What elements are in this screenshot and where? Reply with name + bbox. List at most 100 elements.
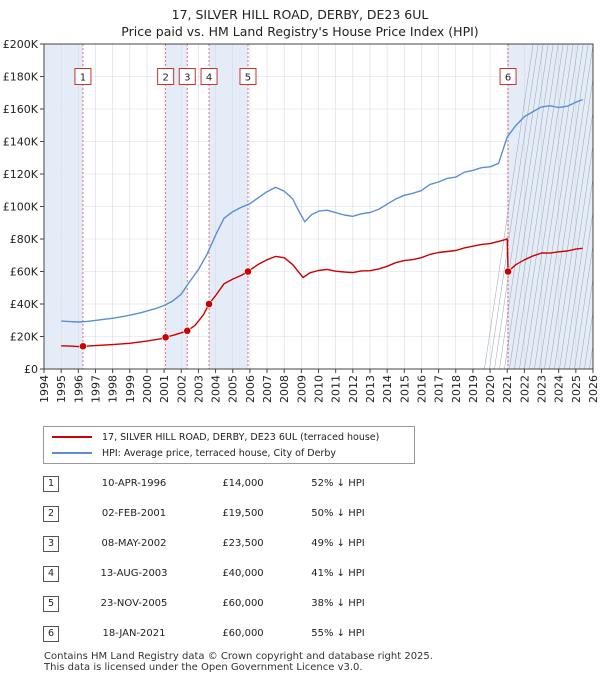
legend-swatch-property <box>52 436 92 438</box>
x-tick-label: 2002 <box>175 375 188 403</box>
x-tick-label: 2018 <box>450 375 463 403</box>
series-lines <box>61 98 583 348</box>
sale-date: 23-NOV-2005 <box>100 598 168 609</box>
legend: 17, SILVER HILL ROAD, DERBY, DE23 6UL (t… <box>43 426 415 464</box>
x-tick-label: 2006 <box>244 375 257 403</box>
y-tick-label: £120K <box>3 168 39 181</box>
hatch-line <box>534 43 584 370</box>
x-tick-label: 2015 <box>398 375 411 403</box>
y-tick-label: £80K <box>10 233 39 246</box>
x-tick-label: 2020 <box>484 375 497 403</box>
x-tick-label: 1997 <box>89 375 102 403</box>
x-tick-label: 2024 <box>553 375 566 403</box>
sale-number-badge: 6 <box>43 626 59 642</box>
y-tick-label: £160K <box>3 103 39 116</box>
sale-point-1 <box>79 342 87 351</box>
y-tick-label: £0 <box>24 363 38 376</box>
chart-subtitle: Price paid vs. HM Land Registry's House … <box>121 24 479 39</box>
sale-number-badge: 5 <box>43 596 59 612</box>
sale-number-badge: 1 <box>43 476 59 492</box>
sale-row: 2 02-FEB-2001 £19,500 50% ↓ HPI <box>43 506 443 524</box>
sale-point-6 <box>504 267 512 276</box>
sale-row: 6 18-JAN-2021 £60,000 55% ↓ HPI <box>43 626 443 644</box>
sale-point-3 <box>183 326 192 335</box>
hatch-line <box>509 43 559 370</box>
x-tick-label: 2009 <box>295 375 308 403</box>
x-tick-label: 2004 <box>210 375 223 403</box>
hatch-line <box>494 43 544 370</box>
sale-price: £60,000 <box>222 598 264 609</box>
x-axis-ticks: 1994 1995 1996 1997 1998 1999 2000 2001 2002 2003… <box>38 369 600 403</box>
x-tick-label: 2001 <box>158 375 171 403</box>
footer-licence: This data is licensed under the Open Gov… <box>44 662 363 673</box>
y-tick-label: £140K <box>3 136 39 149</box>
x-tick-label: 2019 <box>467 375 480 403</box>
sale-point-4 <box>205 300 213 308</box>
price-chart: 1 2 3 4 5 6 £0 £20K £40K £60K £80K £100K £120K £140K… <box>3 38 600 403</box>
x-tick-label: 1995 <box>55 375 68 403</box>
x-tick-label: 2008 <box>278 375 291 403</box>
hatch-line <box>544 43 594 370</box>
sale-row: 1 10-APR-1996 £14,000 52% ↓ HPI <box>43 476 443 494</box>
sale-row: 4 13-AUG-2003 £40,000 41% ↓ HPI <box>43 566 443 584</box>
sale-row: 5 23-NOV-2005 £60,000 38% ↓ HPI <box>43 596 443 614</box>
sale-marker-label-3: 3 <box>184 73 190 84</box>
y-tick-label: £200K <box>3 38 39 51</box>
footer: Contains HM Land Registry data © Crown c… <box>44 651 433 673</box>
sale-marker-box-3 <box>178 68 196 85</box>
footer-copyright: Contains HM Land Registry data © Crown c… <box>44 651 433 662</box>
hatch-line <box>549 43 599 370</box>
x-tick-label: 1996 <box>72 375 85 403</box>
hatch-line <box>524 43 574 370</box>
sale-marker-label-5: 5 <box>245 73 251 84</box>
x-tick-label: 2012 <box>347 375 360 403</box>
x-tick-label: 2000 <box>141 375 154 403</box>
sale-point-2 <box>161 333 170 342</box>
sale-price: £60,000 <box>222 628 264 639</box>
sale-marker-label-2: 2 <box>162 73 168 84</box>
sale-number-badge: 4 <box>43 566 59 582</box>
sale-marker-box-1 <box>74 68 92 85</box>
sale-number-badge: 3 <box>43 536 59 552</box>
x-tick-label: 2005 <box>227 375 240 403</box>
sale-hpi-diff: 50% ↓ HPI <box>311 508 365 519</box>
y-tick-label: £100K <box>3 201 39 214</box>
x-tick-label: 1998 <box>107 375 120 403</box>
sale-hpi-diff: 49% ↓ HPI <box>311 538 365 549</box>
hatch-line <box>579 230 600 370</box>
sale-point-5 <box>244 267 252 276</box>
sale-hpi-diff: 52% ↓ HPI <box>311 478 365 489</box>
sale-marker-box-6 <box>499 68 517 85</box>
hatch-line <box>489 43 539 370</box>
hatch-line <box>519 43 569 370</box>
x-tick-label: 1994 <box>38 375 51 403</box>
hatch-line <box>559 96 600 370</box>
x-tick-label: 2022 <box>518 375 531 403</box>
sale-price: £14,000 <box>222 478 264 489</box>
x-tick-label: 2026 <box>587 375 600 403</box>
sale-price: £40,000 <box>222 568 264 579</box>
hatch-line <box>529 43 579 370</box>
sale-date: 13-AUG-2003 <box>100 568 168 579</box>
hatch-line <box>504 43 554 370</box>
legend-label-property: 17, SILVER HILL ROAD, DERBY, DE23 6UL (t… <box>102 431 380 443</box>
y-axis-ticks: £0 £20K £40K £60K £80K £100K £120K £140K £160K £1… <box>3 38 44 376</box>
future-hatch <box>484 42 600 371</box>
legend-swatch-hpi <box>52 452 92 454</box>
sale-marker-box-5 <box>239 68 257 85</box>
x-tick-label: 2003 <box>192 375 205 403</box>
sale-date: 08-MAY-2002 <box>101 538 167 549</box>
sale-marker-label-4: 4 <box>206 73 212 84</box>
sale-marker-label-6: 6 <box>505 73 511 84</box>
legend-item-property: 17, SILVER HILL ROAD, DERBY, DE23 6UL (t… <box>52 430 379 444</box>
x-tick-label: 2013 <box>364 375 377 403</box>
x-tick-label: 2011 <box>330 375 343 403</box>
y-tick-label: £20K <box>10 331 39 344</box>
x-tick-label: 2025 <box>570 375 583 403</box>
sale-points <box>79 267 512 351</box>
x-tick-label: 2010 <box>313 375 326 403</box>
legend-label-hpi: HPI: Average price, terraced house, City… <box>102 447 336 459</box>
chart-title-block: 17, SILVER HILL ROAD, DERBY, DE23 6UL Pr… <box>0 6 600 40</box>
hatch-line <box>499 43 549 370</box>
sale-marker-label-1: 1 <box>80 73 86 84</box>
